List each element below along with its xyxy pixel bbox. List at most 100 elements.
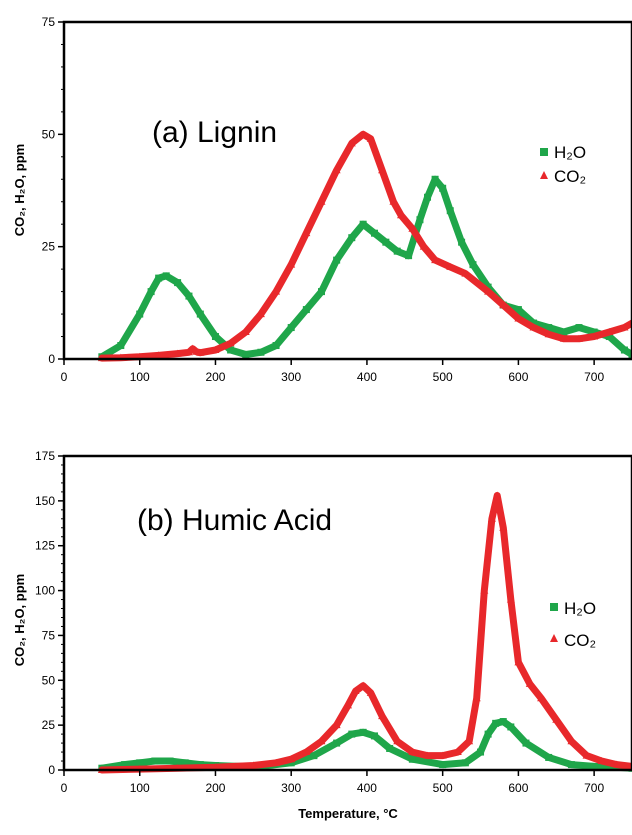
series-co2-point — [389, 197, 398, 205]
series-h2o-point — [317, 288, 325, 296]
series-co2-point — [493, 491, 502, 499]
series-h2o-point — [560, 328, 568, 336]
series-h2o-point — [575, 324, 583, 332]
series-h2o-point — [227, 346, 235, 354]
y-tick-label: 175 — [35, 449, 55, 463]
series-h2o-point — [522, 739, 530, 747]
series-co2-point — [256, 310, 265, 318]
series-h2o-point — [628, 351, 632, 359]
x-tick-label: 200 — [205, 781, 225, 795]
series-h2o-point — [371, 229, 379, 237]
series-h2o-point — [147, 288, 155, 296]
series-h2o-point — [348, 730, 356, 738]
series-h2o-line — [98, 718, 632, 772]
series-h2o-point — [439, 184, 447, 192]
series-co2-point — [499, 301, 508, 309]
x-tick-label: 400 — [357, 370, 377, 384]
x-axis-ticks: 0 100 200 300 400 500 600 700 — [61, 359, 604, 384]
series-co2-point — [506, 595, 515, 603]
series-h2o-point — [211, 333, 219, 341]
y-tick-label: 0 — [48, 352, 55, 366]
series-h2o-point — [196, 310, 204, 318]
series-co2-point — [620, 323, 629, 331]
series-co2-point — [332, 166, 341, 174]
series-h2o-point — [121, 761, 129, 769]
legend-label-h2o: H₂O — [554, 143, 586, 162]
series-co2-point — [249, 761, 258, 769]
series-layer — [97, 491, 632, 774]
chart-panel-lignin: 0 25 50 75 0 100 200 300 400 500 600 700 CO₂, H₂O,… — [12, 15, 632, 384]
panel-title: (b) Humic Acid — [137, 504, 332, 537]
series-co2-point — [272, 287, 281, 295]
x-axis-ticks: 0 100 200 300 400 500 600 700 — [61, 770, 604, 795]
series-co2-point — [461, 269, 470, 277]
x-tick-label: 300 — [281, 781, 301, 795]
series-co2-point — [605, 328, 614, 336]
x-tick-label: 600 — [508, 781, 528, 795]
series-co2-point — [487, 514, 496, 522]
series-h2o-point — [359, 728, 367, 736]
y-tick-label: 125 — [35, 539, 55, 553]
x-tick-label: 0 — [61, 781, 68, 795]
series-co2-point — [514, 314, 523, 322]
series-co2-point — [544, 330, 553, 338]
series-h2o-point — [287, 324, 295, 332]
y-tick-label: 75 — [42, 628, 56, 642]
series-h2o-point — [590, 328, 598, 336]
series-co2-point — [184, 348, 193, 356]
series-co2-point — [574, 334, 583, 342]
legend-marker-co2 — [550, 634, 558, 642]
series-h2o-point — [136, 310, 144, 318]
y-axis-title: CO₂, H₂O, ppm — [12, 144, 27, 236]
series-co2-point — [552, 715, 561, 723]
series-h2o-point — [477, 748, 485, 756]
series-co2-point — [241, 328, 250, 336]
series-co2-point — [302, 229, 311, 237]
series-h2o-point — [181, 759, 189, 767]
series-h2o-point — [155, 274, 163, 282]
series-co2-point — [351, 687, 360, 695]
series-h2o-point — [469, 261, 477, 269]
series-co2-point — [567, 737, 576, 745]
series-co2-point — [211, 346, 220, 354]
series-co2-point — [472, 694, 481, 702]
series-co2-point — [484, 287, 493, 295]
series-co2-point — [408, 748, 417, 756]
x-tick-label: 500 — [433, 370, 453, 384]
series-co2-point — [446, 262, 455, 270]
series-co2-point — [332, 721, 341, 729]
x-axis-title: Temperature, °C — [298, 806, 398, 821]
y-tick-label: 150 — [35, 494, 55, 508]
series-co2-point — [173, 349, 182, 357]
series-h2o-point — [431, 175, 439, 183]
series-co2-point — [590, 332, 599, 340]
series-co2-point — [211, 763, 220, 771]
series-co2-point — [529, 323, 538, 331]
series-co2-line — [98, 130, 632, 362]
y-tick-label: 100 — [35, 584, 55, 598]
series-h2o-point — [174, 279, 182, 287]
series-h2o-point — [514, 306, 522, 314]
series-h2o-point — [439, 761, 447, 769]
series-co2-point — [423, 751, 432, 759]
series-co2-point — [366, 134, 375, 142]
series-h2o-point — [136, 759, 144, 767]
series-h2o-point — [507, 723, 515, 731]
legend: H₂O CO₂ — [540, 143, 586, 186]
series-co2-point — [188, 344, 197, 352]
series-h2o-point — [530, 319, 538, 327]
series-co2-point — [347, 139, 356, 147]
series-h2o-point — [257, 348, 265, 356]
series-h2o-point — [310, 752, 318, 760]
series-h2o-point — [151, 757, 159, 765]
series-h2o-point — [117, 342, 125, 350]
x-tick-label: 100 — [130, 370, 150, 384]
series-co2-point — [359, 130, 368, 138]
legend-label-co2: CO₂ — [554, 167, 586, 186]
series-co2-point — [537, 694, 546, 702]
legend-label-h2o: H₂O — [564, 599, 596, 618]
series-co2-point — [597, 757, 606, 765]
legend-label-co2: CO₂ — [564, 631, 596, 650]
y-tick-label: 75 — [42, 15, 56, 29]
